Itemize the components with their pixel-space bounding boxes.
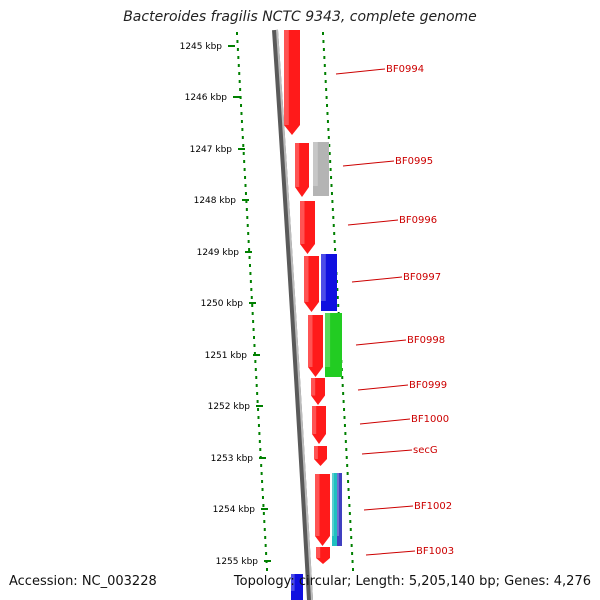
- gene-label[interactable]: BF0995: [395, 156, 433, 167]
- gene-block[interactable]: [325, 313, 342, 377]
- gene-block[interactable]: [295, 143, 309, 197]
- gene-highlight: [337, 473, 339, 536]
- tick-label: 1248 kbp: [194, 196, 237, 206]
- genome-backbone: [272, 29, 313, 600]
- gene-label[interactable]: BF0998: [407, 335, 445, 346]
- gene-highlight: [316, 547, 321, 559]
- label-leader: [351, 276, 403, 283]
- topology-label: Topology: circular; Length: 5,205,140 bp…: [233, 574, 591, 589]
- gene-highlight: [312, 406, 317, 434]
- gene-block[interactable]: [291, 574, 303, 600]
- tick-label: 1255 kbp: [216, 557, 259, 567]
- gene-features[interactable]: [284, 30, 342, 600]
- label-leader: [355, 339, 407, 346]
- tick-label: 1245 kbp: [180, 42, 223, 52]
- tick-label: 1250 kbp: [201, 299, 244, 309]
- gene-highlight: [300, 201, 305, 244]
- gene-highlight: [315, 474, 320, 536]
- accession-label: Accession: NC_003228: [9, 574, 157, 589]
- label-leader: [357, 384, 409, 391]
- gene-highlight: [284, 30, 289, 125]
- gene-block[interactable]: [315, 474, 330, 546]
- gene-highlight: [304, 256, 309, 302]
- label-leader: [365, 550, 416, 556]
- gene-block[interactable]: [313, 142, 329, 196]
- gene-block[interactable]: [311, 378, 325, 405]
- kbp-scale: 1245 kbp 1246 kbp 1247 kbp 1248 kbp 1249 kbp…: [180, 42, 271, 567]
- gene-label[interactable]: BF0994: [386, 64, 424, 75]
- gene-block[interactable]: [321, 254, 337, 311]
- label-leader: [359, 418, 411, 425]
- gene-highlight: [311, 378, 316, 396]
- gene-labels: BF0994 BF0995 BF0996 BF0997 BF0998 BF0999 BF10…: [335, 64, 454, 557]
- tick-label: 1246 kbp: [185, 93, 228, 103]
- tick-label: 1247 kbp: [190, 145, 233, 155]
- gene-block[interactable]: [337, 473, 342, 546]
- gene-highlight: [321, 254, 326, 301]
- map-title: Bacteroides fragilis NCTC 9343, complete…: [123, 9, 477, 25]
- gene-highlight: [325, 313, 331, 367]
- label-leader: [347, 219, 399, 226]
- gene-block[interactable]: [314, 446, 327, 466]
- gene-highlight: [332, 473, 334, 536]
- gene-label[interactable]: BF1000: [411, 414, 449, 425]
- gene-highlight: [295, 143, 300, 187]
- gene-label[interactable]: secG: [413, 445, 438, 456]
- tick-label: 1249 kbp: [197, 248, 240, 258]
- label-leader: [342, 160, 395, 167]
- gene-block[interactable]: [316, 547, 330, 564]
- gene-highlight: [308, 315, 313, 367]
- gene-highlight: [314, 446, 318, 459]
- gene-block[interactable]: [284, 30, 300, 135]
- gene-block[interactable]: [312, 406, 326, 444]
- gene-block[interactable]: [304, 256, 319, 312]
- label-leader: [361, 449, 413, 455]
- gene-block[interactable]: [300, 201, 315, 254]
- tick-label: 1254 kbp: [213, 505, 256, 515]
- label-leader: [363, 505, 414, 511]
- tick-label: 1253 kbp: [211, 454, 254, 464]
- label-leader: [335, 68, 386, 75]
- gene-block[interactable]: [308, 315, 323, 377]
- left-dotted-guide: [236, 32, 268, 571]
- gene-block[interactable]: [332, 473, 337, 546]
- gene-label[interactable]: BF1002: [414, 501, 452, 512]
- gene-highlight: [291, 574, 295, 591]
- gene-label[interactable]: BF0996: [399, 215, 437, 226]
- gene-highlight: [313, 142, 318, 186]
- tick-label: 1251 kbp: [205, 351, 248, 361]
- gene-label[interactable]: BF0999: [409, 380, 447, 391]
- tick-label: 1252 kbp: [208, 402, 251, 412]
- gene-label[interactable]: BF0997: [403, 272, 441, 283]
- gene-label[interactable]: BF1003: [416, 546, 454, 557]
